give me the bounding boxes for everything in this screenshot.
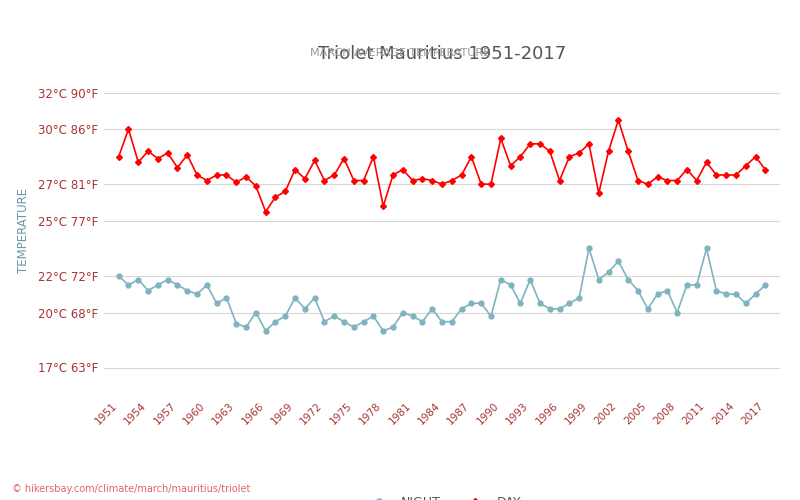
Text: © hikersbay.com/climate/march/mauritius/triolet: © hikersbay.com/climate/march/mauritius/… — [12, 484, 250, 494]
Text: MARCH AVERAGE TEMPERATURE: MARCH AVERAGE TEMPERATURE — [310, 48, 490, 58]
Title: Triolet Mauritius 1951-2017: Triolet Mauritius 1951-2017 — [318, 46, 566, 64]
Legend: NIGHT, DAY: NIGHT, DAY — [358, 491, 526, 500]
Y-axis label: TEMPERATURE: TEMPERATURE — [17, 188, 30, 272]
